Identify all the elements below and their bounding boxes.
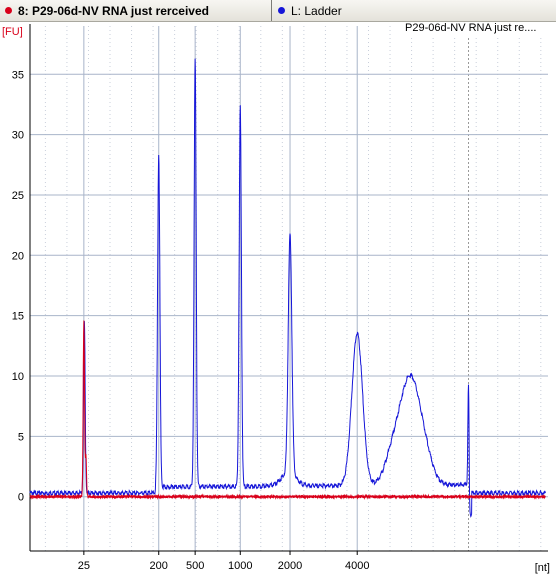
sample-trace	[29, 320, 546, 501]
series-layer	[29, 58, 546, 518]
ladder-trace	[29, 58, 546, 518]
x-axis-label: [nt]	[535, 562, 550, 574]
x-tick-label: 2000	[278, 560, 302, 572]
tab-ladder-label: L: Ladder	[291, 3, 342, 18]
sample-dot-icon	[5, 7, 12, 14]
x-tick-label: 4000	[345, 560, 369, 572]
y-tick-label: 35	[12, 69, 24, 81]
ladder-dot-icon	[278, 7, 285, 14]
y-tick-label: 20	[12, 250, 24, 262]
y-tick-label: 30	[12, 130, 24, 142]
y-axis-label: [FU]	[2, 26, 23, 38]
tab-sample[interactable]: 8: P29-06d-NV RNA just rerceived	[0, 0, 272, 21]
grid	[30, 26, 548, 551]
y-tick-label: 25	[12, 190, 24, 202]
tab-ladder[interactable]: L: Ladder	[273, 0, 556, 21]
x-tick-label: 25	[78, 560, 90, 572]
x-tick-label: 500	[186, 560, 204, 572]
y-tick-label: 15	[12, 311, 24, 323]
tab-sample-label: 8: P29-06d-NV RNA just rerceived	[18, 3, 209, 18]
legend-title: P29-06d-NV RNA just re....	[405, 22, 556, 36]
y-tick-label: 10	[12, 371, 24, 383]
x-tick-label: 200	[150, 560, 168, 572]
axis-labels: 0 5 10 15 20 25 30 35 25 200 500 1000 2000 4000 [FU] [n…	[2, 26, 550, 574]
y-tick-label: 0	[18, 492, 24, 504]
x-tick-label: 1000	[228, 560, 252, 572]
sample-tab-bar: 8: P29-06d-NV RNA just rerceived L: Ladd…	[0, 0, 556, 22]
axes	[29, 24, 548, 555]
y-tick-label: 5	[18, 431, 24, 443]
